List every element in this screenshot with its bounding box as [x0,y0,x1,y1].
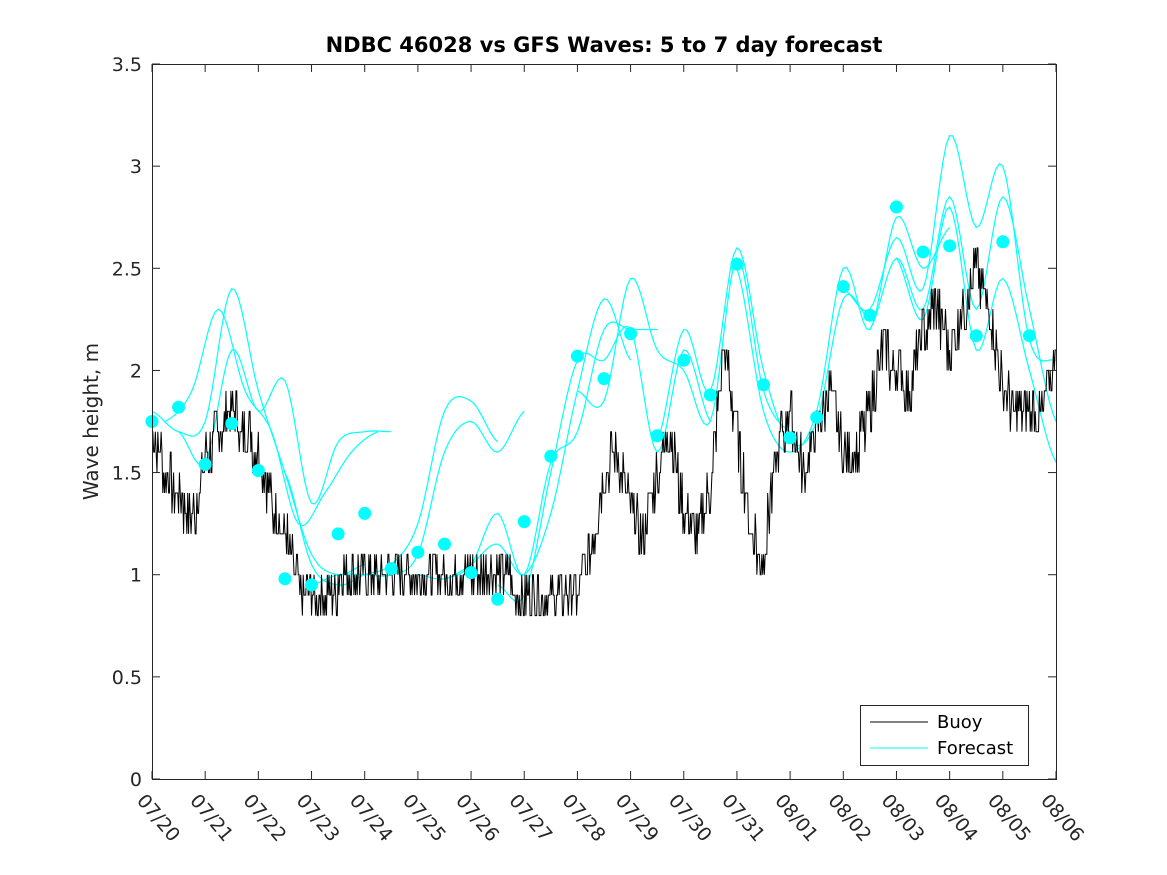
forecast-marker [491,592,505,606]
forecast-run-line [842,134,1057,362]
forecast-run-line [895,206,1057,463]
forecast-marker [836,280,850,294]
plot-area [152,64,1056,779]
series-layer [145,134,1057,617]
y-tick-label: 2 [130,360,142,382]
forecast-marker [996,235,1010,249]
forecast-marker [411,545,425,559]
legend-label-buoy: Buoy [937,712,983,733]
y-tick-label: 2.5 [112,258,142,280]
y-tick-label: 1.5 [112,463,142,485]
forecast-marker [437,537,451,551]
forecast-marker [916,245,930,259]
forecast-marker [251,464,265,478]
forecast-marker [225,417,239,431]
forecast-marker [757,378,771,392]
forecast-marker [889,200,903,214]
forecast-marker [517,515,531,529]
y-tick-label: 0 [130,769,142,791]
y-axis-label: Wave height, m [79,343,103,500]
y-tick-label: 1 [130,565,142,587]
forecast-marker [863,308,877,322]
buoy-line [152,247,1056,617]
forecast-marker [172,400,186,414]
y-tick-label: 3.5 [112,54,142,76]
forecast-run-line [869,195,1057,422]
y-tick-label: 3 [130,156,142,178]
forecast-marker [730,257,744,271]
forecast-marker [305,578,319,592]
forecast-marker [464,566,478,580]
legend-box [860,705,1029,766]
forecast-marker [624,327,638,341]
legend-label-forecast: Forecast [937,738,1013,759]
forecast-marker [650,429,664,443]
forecast-marker [198,457,212,471]
y-tick-label: 0.5 [112,667,142,689]
forecast-marker [969,329,983,343]
forecast-run-line [656,246,871,447]
forecast-marker [278,572,292,586]
forecast-run-line [736,215,951,453]
forecast-run-line [164,308,379,527]
forecast-marker [1022,329,1036,343]
chart-title: NDBC 46028 vs GFS Waves: 5 to 7 day fore… [326,33,883,57]
forecast-marker [570,349,584,363]
forecast-marker [597,372,611,386]
axes-box [152,64,1057,780]
forecast-marker [703,388,717,402]
forecast-marker [677,353,691,367]
legend: Buoy Forecast [860,705,1029,766]
forecast-marker [358,506,372,520]
forecast-marker [544,449,558,463]
forecast-marker [943,239,957,253]
forecast-marker [783,431,797,445]
forecast-run-line [151,287,365,576]
forecast-run-line [497,325,711,603]
forecast-run-line [577,257,791,433]
forecast-marker [810,410,824,424]
forecast-marker [384,562,398,576]
forecast-marker [331,527,345,541]
